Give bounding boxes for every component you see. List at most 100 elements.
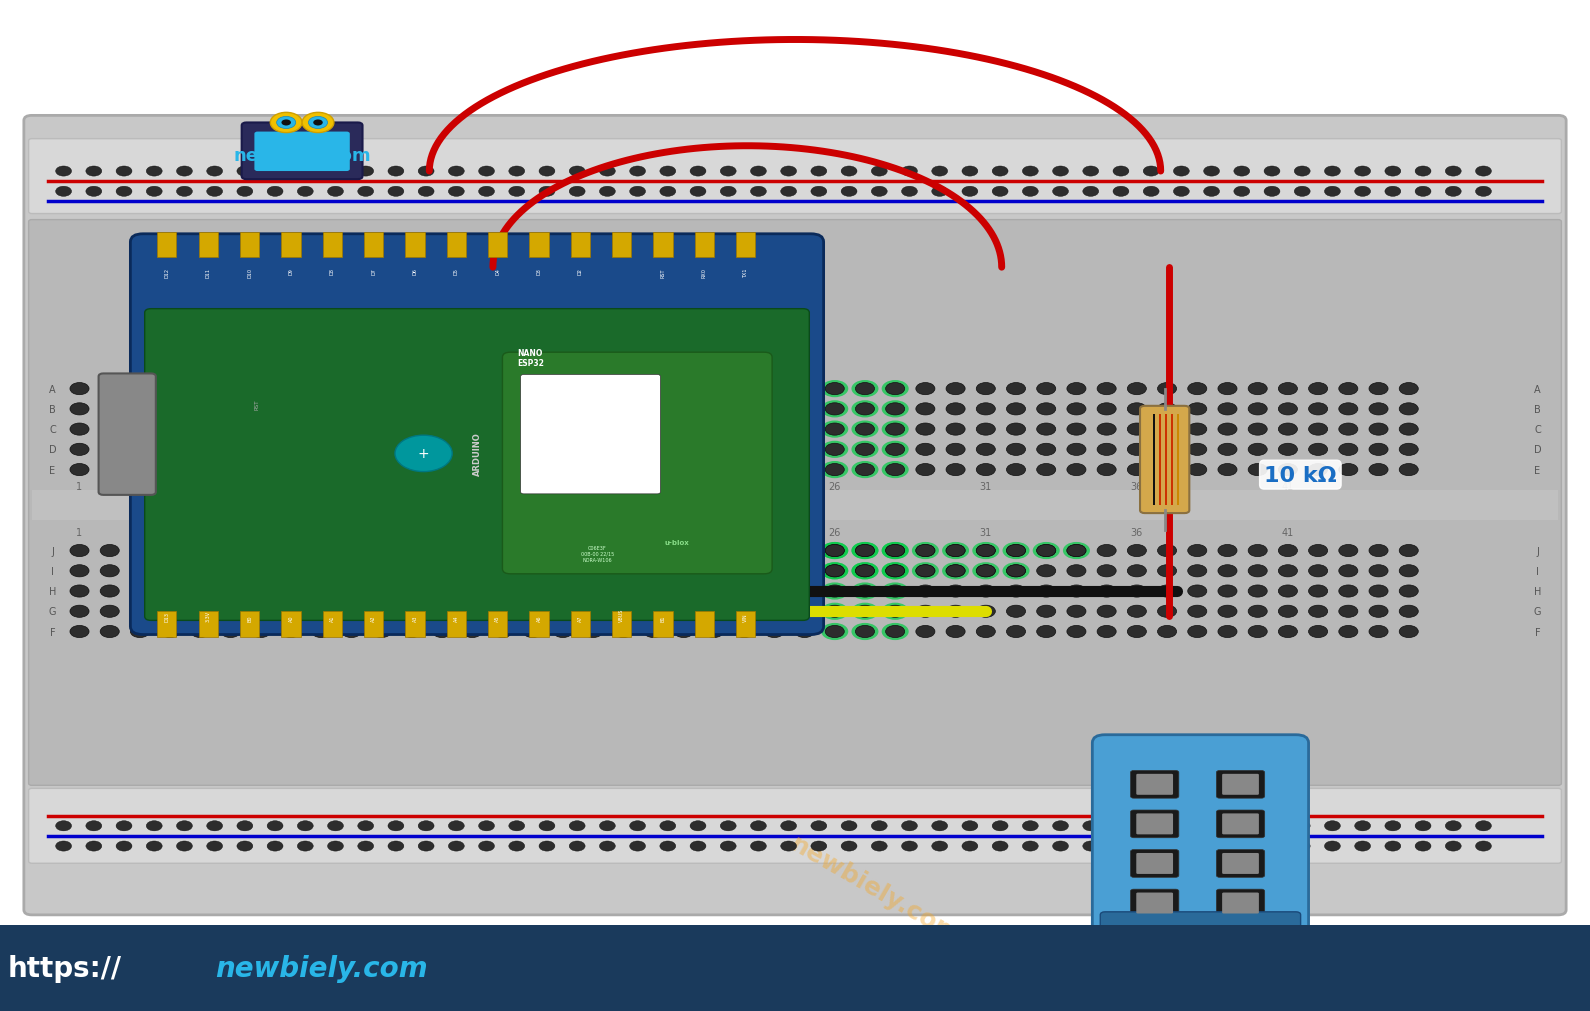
Circle shape — [1173, 841, 1189, 851]
Circle shape — [765, 383, 784, 395]
Circle shape — [342, 444, 361, 456]
Circle shape — [916, 626, 935, 638]
Circle shape — [1476, 821, 1491, 831]
Circle shape — [795, 565, 814, 577]
Circle shape — [760, 542, 787, 560]
Circle shape — [855, 403, 875, 416]
Circle shape — [852, 421, 878, 439]
Circle shape — [841, 821, 857, 831]
Circle shape — [946, 444, 965, 456]
Circle shape — [1083, 187, 1099, 197]
Circle shape — [1037, 565, 1056, 577]
Circle shape — [669, 542, 696, 560]
Circle shape — [176, 841, 192, 851]
Circle shape — [750, 167, 766, 177]
Circle shape — [1339, 565, 1358, 577]
Circle shape — [1278, 626, 1297, 638]
Circle shape — [402, 464, 421, 476]
Circle shape — [971, 562, 999, 580]
Circle shape — [1037, 545, 1056, 557]
Circle shape — [100, 383, 119, 395]
Circle shape — [1188, 606, 1207, 618]
Circle shape — [130, 606, 149, 618]
Text: A0: A0 — [288, 616, 294, 622]
Circle shape — [394, 436, 452, 472]
Circle shape — [855, 464, 875, 476]
Circle shape — [644, 585, 663, 598]
Circle shape — [916, 424, 935, 436]
Circle shape — [781, 187, 797, 197]
Circle shape — [902, 187, 917, 197]
Circle shape — [251, 424, 270, 436]
Circle shape — [690, 841, 706, 851]
Circle shape — [1476, 187, 1491, 197]
Circle shape — [871, 167, 887, 177]
Circle shape — [825, 565, 844, 577]
Circle shape — [976, 464, 995, 476]
Circle shape — [1097, 464, 1116, 476]
Circle shape — [644, 626, 663, 638]
Circle shape — [1415, 187, 1431, 197]
FancyBboxPatch shape — [1223, 853, 1259, 875]
FancyBboxPatch shape — [1216, 849, 1264, 878]
Circle shape — [130, 444, 149, 456]
Circle shape — [855, 626, 875, 638]
Text: I: I — [1536, 566, 1539, 576]
Circle shape — [281, 585, 301, 598]
Circle shape — [358, 187, 374, 197]
Circle shape — [946, 565, 965, 577]
Circle shape — [599, 841, 615, 851]
Circle shape — [765, 545, 784, 557]
Bar — [157, 233, 176, 258]
Circle shape — [161, 444, 180, 456]
Circle shape — [855, 565, 875, 577]
Circle shape — [493, 403, 512, 416]
Circle shape — [704, 565, 723, 577]
Circle shape — [946, 565, 965, 577]
Circle shape — [881, 582, 909, 600]
Text: u-blox: u-blox — [665, 539, 690, 545]
Circle shape — [1127, 424, 1146, 436]
Circle shape — [1355, 167, 1371, 177]
Circle shape — [1067, 383, 1086, 395]
Circle shape — [1339, 545, 1358, 557]
Circle shape — [1034, 542, 1061, 560]
Circle shape — [86, 167, 102, 177]
Circle shape — [584, 444, 603, 456]
Circle shape — [237, 841, 253, 851]
Circle shape — [372, 424, 391, 436]
Circle shape — [584, 585, 603, 598]
Circle shape — [312, 464, 331, 476]
Circle shape — [855, 606, 875, 618]
Circle shape — [820, 542, 849, 560]
Circle shape — [281, 444, 301, 456]
Bar — [447, 612, 466, 637]
Circle shape — [1006, 383, 1026, 395]
Text: ARDUINO: ARDUINO — [472, 432, 482, 476]
Circle shape — [580, 542, 607, 560]
Text: 3.3V: 3.3V — [205, 611, 211, 622]
Circle shape — [976, 545, 995, 557]
Circle shape — [1037, 424, 1056, 436]
Circle shape — [463, 565, 482, 577]
Circle shape — [372, 565, 391, 577]
Circle shape — [251, 403, 270, 416]
Circle shape — [312, 403, 331, 416]
Circle shape — [479, 821, 494, 831]
Circle shape — [267, 167, 283, 177]
Circle shape — [448, 167, 464, 177]
Circle shape — [1053, 187, 1068, 197]
Circle shape — [251, 545, 270, 557]
Circle shape — [1143, 841, 1159, 851]
FancyBboxPatch shape — [1100, 912, 1301, 938]
Circle shape — [1204, 821, 1220, 831]
Circle shape — [161, 626, 180, 638]
Bar — [488, 612, 507, 637]
Text: newbiely.com: newbiely.com — [215, 954, 428, 983]
Circle shape — [509, 187, 525, 197]
Circle shape — [221, 606, 240, 618]
Circle shape — [946, 585, 965, 598]
Text: 1: 1 — [76, 481, 83, 491]
Circle shape — [1067, 565, 1086, 577]
Circle shape — [700, 562, 727, 580]
